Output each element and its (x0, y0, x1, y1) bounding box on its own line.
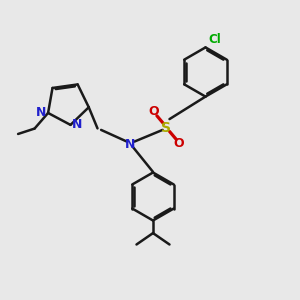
Text: N: N (125, 137, 136, 151)
Text: S: S (161, 121, 172, 134)
Text: N: N (72, 118, 83, 131)
Text: Cl: Cl (208, 33, 220, 46)
Text: N: N (36, 106, 46, 119)
Text: O: O (148, 105, 159, 119)
Text: O: O (174, 136, 184, 150)
